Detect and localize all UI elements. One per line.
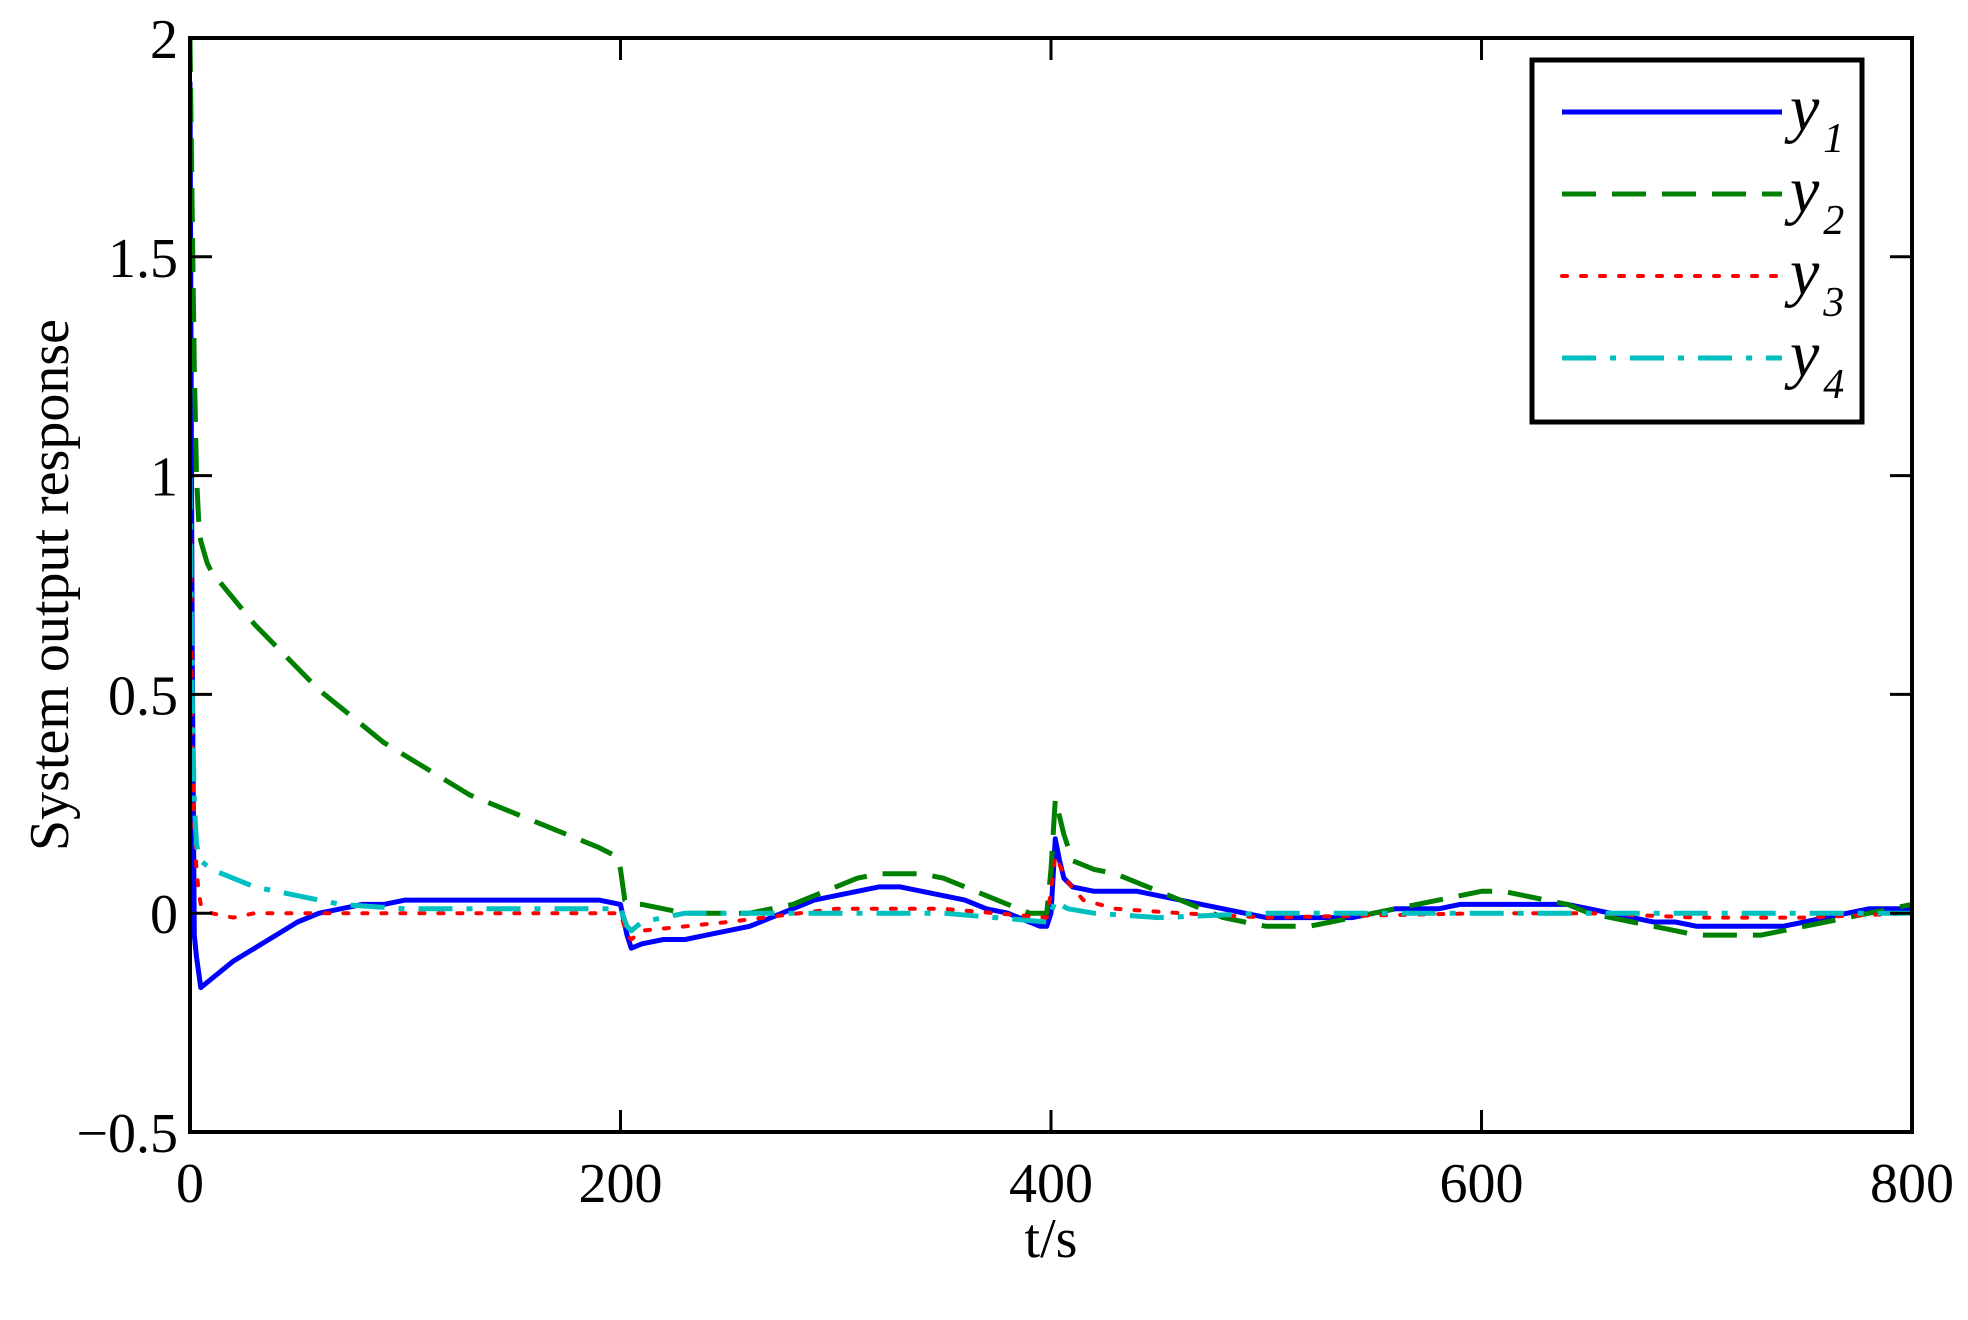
x-axis-label: t/s: [1025, 1208, 1078, 1270]
y-tick-label: −0.5: [76, 1103, 178, 1165]
series-line-y2: [190, 38, 1912, 938]
labels-layer: 0 200 400 600 800−0.500.511.52: [76, 9, 1954, 1215]
series-line-y1: [190, 81, 1912, 991]
y-tick-label: 0: [150, 884, 178, 946]
x-tick-label: 0: [176, 1153, 204, 1215]
y-tick-label: 1.5: [108, 228, 178, 290]
y-tick-label: 2: [150, 9, 178, 71]
x-tick-label: 400: [1009, 1153, 1093, 1215]
series-layer: [190, 38, 1912, 991]
y-tick-label: 1: [150, 447, 178, 509]
y-axis-label: System output response: [19, 319, 81, 851]
x-tick-label: 200: [579, 1153, 663, 1215]
series-line-y4: [190, 475, 1912, 934]
x-tick-label: 600: [1440, 1153, 1524, 1215]
x-tick-label: 800: [1870, 1153, 1954, 1215]
y-tick-label: 0.5: [108, 665, 178, 727]
legend-box: [1529, 57, 1865, 425]
plot-frame: [188, 36, 1914, 1134]
